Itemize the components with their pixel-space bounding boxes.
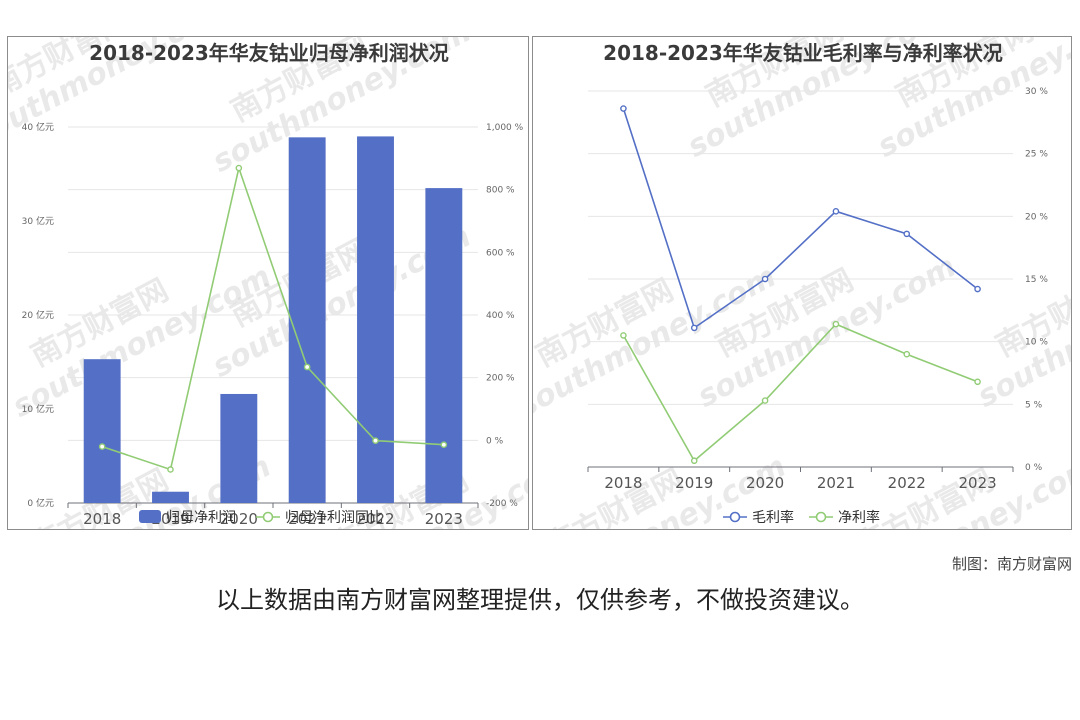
y-right-tick-label: 20 % bbox=[1025, 212, 1048, 222]
x-tick-label: 2020 bbox=[746, 474, 784, 492]
point-yoy bbox=[98, 443, 106, 450]
chart-margins: 南方财富网 southmoney.com 南方财富网 southmoney.com 南方… bbox=[532, 36, 1072, 530]
chart-net-profit-svg: 南方财富网southmoney.com南方财富网southmoney.com南方… bbox=[8, 37, 528, 529]
y-right-tick-label: 5 % bbox=[1025, 400, 1043, 410]
y-left-tick-label: 30 亿元 bbox=[22, 215, 54, 227]
x-tick-label: 2022 bbox=[888, 474, 926, 492]
x-tick-label: 2023 bbox=[958, 474, 996, 492]
x-tick-label: 2019 bbox=[675, 474, 713, 492]
y-right-tick-label: 1,000 % bbox=[486, 123, 524, 133]
legend-label: 归母净利润同比 bbox=[285, 509, 383, 526]
series-point bbox=[974, 285, 981, 293]
y-right-tick-label: 800 % bbox=[486, 186, 515, 196]
x-tick-label: 2021 bbox=[817, 474, 855, 492]
series-point bbox=[903, 350, 911, 358]
bar-net-profit bbox=[288, 137, 326, 503]
chart-title: 2018-2023年华友钴业归母净利润状况 bbox=[89, 41, 449, 65]
y-right-tick-label: 0 % bbox=[486, 436, 504, 446]
legend-marker bbox=[262, 511, 274, 523]
chart-title: 2018-2023年华友钴业毛利率与净利率状况 bbox=[603, 41, 1003, 65]
y-right-tick-label: 200 % bbox=[486, 374, 515, 384]
y-right-tick-label: 10 % bbox=[1025, 338, 1048, 348]
y-right-tick-label: 15 % bbox=[1025, 275, 1048, 285]
bar-net-profit bbox=[152, 491, 189, 503]
bar-net-profit bbox=[357, 136, 394, 503]
y-right-tick-label: -200 % bbox=[486, 499, 518, 509]
y-left-tick-label: 10 亿元 bbox=[22, 403, 54, 415]
line-yoy bbox=[101, 165, 444, 471]
y-right-tick-label: 30 % bbox=[1025, 87, 1048, 97]
chart-margins-svg: 南方财富网southmoney.com南方财富网southmoney.com南方… bbox=[533, 37, 1071, 529]
x-tick-label: 2021 bbox=[288, 510, 326, 528]
point-yoy bbox=[167, 466, 174, 473]
series-point bbox=[761, 275, 769, 283]
chart-net-profit: 南方财富网 southmoney.com 南方财富网 southmoney.com 南方… bbox=[7, 36, 529, 530]
series-point bbox=[620, 105, 627, 112]
y-right-tick-label: 400 % bbox=[486, 311, 515, 321]
x-tick-label: 2023 bbox=[425, 510, 463, 528]
y-left-tick-label: 40 亿元 bbox=[22, 121, 54, 133]
series-point bbox=[620, 332, 627, 339]
series-point bbox=[974, 378, 981, 386]
series-point bbox=[690, 457, 698, 465]
series-point bbox=[761, 397, 769, 404]
series-point bbox=[832, 208, 840, 215]
legend-marker bbox=[729, 511, 741, 523]
point-yoy bbox=[235, 164, 243, 172]
bar-net-profit bbox=[425, 188, 463, 503]
series-line bbox=[622, 323, 978, 462]
legend-label: 净利率 bbox=[838, 509, 880, 526]
y-right-tick-label: 0 % bbox=[1025, 463, 1043, 473]
y-right-tick-label: 25 % bbox=[1025, 150, 1048, 160]
series-point bbox=[690, 324, 698, 332]
series-line bbox=[622, 108, 979, 330]
x-tick-label: 2022 bbox=[356, 510, 394, 528]
legend-marker bbox=[815, 511, 827, 523]
bar-net-profit bbox=[83, 359, 121, 503]
y-right-tick-label: 600 % bbox=[486, 248, 515, 258]
bar-net-profit bbox=[220, 393, 258, 503]
x-tick-label: 2018 bbox=[83, 510, 121, 528]
disclaimer-text: 以上数据由南方财富网整理提供，仅供参考，不做投资建议。 bbox=[216, 586, 864, 614]
legend-label: 归母净利润 bbox=[166, 509, 236, 526]
point-yoy bbox=[303, 363, 311, 371]
chart-credit: 制图：南方财富网 bbox=[951, 555, 1072, 573]
legend-label: 毛利率 bbox=[752, 509, 794, 526]
series-point bbox=[903, 230, 911, 238]
point-yoy bbox=[372, 437, 379, 444]
y-left-tick-label: 20 亿元 bbox=[22, 309, 54, 321]
legend-bar-swatch bbox=[139, 510, 161, 523]
x-tick-label: 2020 bbox=[220, 510, 258, 528]
y-left-tick-label: 0 亿元 bbox=[27, 497, 54, 509]
point-yoy bbox=[440, 441, 448, 449]
x-tick-label: 2018 bbox=[604, 474, 642, 492]
series-point bbox=[832, 320, 840, 328]
